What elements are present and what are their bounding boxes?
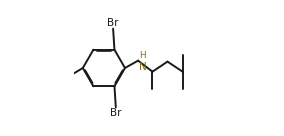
Text: N: N bbox=[139, 62, 147, 72]
Text: Br: Br bbox=[110, 108, 122, 118]
Text: Br: Br bbox=[107, 18, 119, 28]
Text: H: H bbox=[139, 51, 145, 60]
